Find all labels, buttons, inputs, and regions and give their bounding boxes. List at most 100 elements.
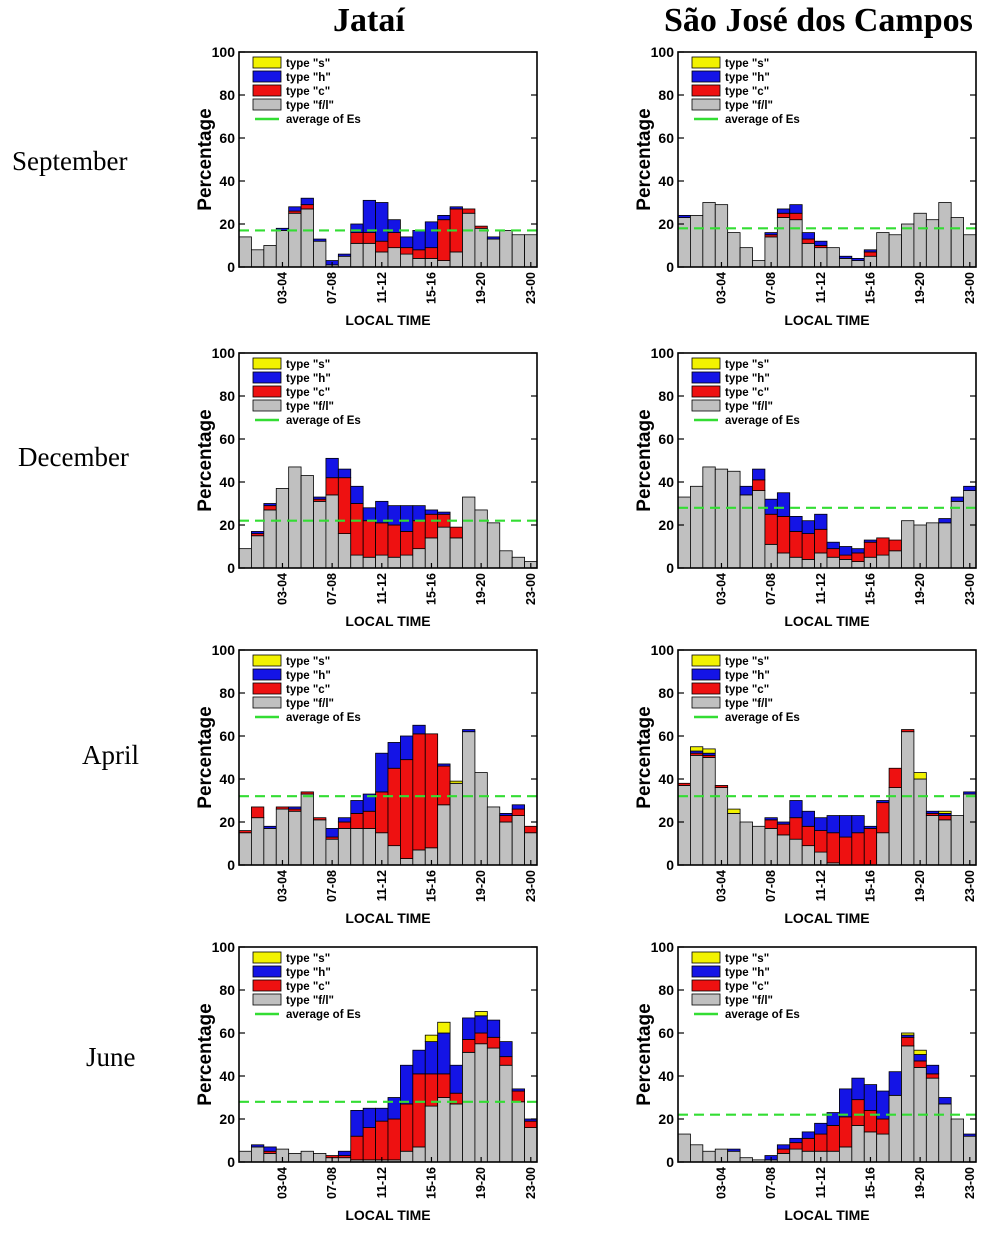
column-title-jatai: Jataí [333, 2, 405, 39]
bar-c-9 [789, 817, 803, 840]
bar-fl-14 [412, 548, 426, 569]
legend-swatch [691, 951, 721, 964]
bar-fl-14 [851, 1125, 865, 1163]
bar-h-14 [412, 505, 426, 522]
bar-h-21 [499, 812, 513, 816]
legend-label: type "c" [286, 387, 330, 399]
bar-c-10 [362, 232, 376, 244]
bar-fl-20 [486, 238, 501, 268]
bar-fl-0 [238, 548, 252, 569]
bar-c-16 [437, 765, 451, 806]
y-tick-label: 20 [658, 1111, 674, 1127]
bar-h-22 [950, 496, 964, 502]
bar-fl-19 [474, 509, 488, 569]
bar-fl-1 [690, 1144, 704, 1163]
bar-fl-4 [727, 470, 741, 569]
bar-c-6 [752, 479, 766, 492]
legend-label: type "h" [725, 967, 770, 979]
legend-swatch [691, 357, 721, 370]
legend: type "s" type "h" type "c" type "f/l" averag… [691, 654, 800, 724]
y-tick-label: 20 [219, 517, 235, 533]
row-label-june: June [86, 1042, 136, 1072]
x-tick-label: 11-12 [814, 272, 828, 303]
bar-fl-0 [238, 236, 252, 268]
bar-fl-18 [901, 520, 915, 569]
bar-h-8 [337, 253, 352, 257]
bar-c-12 [826, 832, 840, 864]
bar-h-18 [462, 729, 476, 733]
bar-c-21 [938, 815, 952, 821]
bar-fl-10 [801, 558, 815, 569]
x-tick-label: 19-20 [913, 272, 927, 304]
bar-c-0 [238, 830, 252, 834]
bar-h-15 [424, 509, 439, 515]
bar-c-16 [876, 537, 890, 556]
legend-swatch [252, 696, 282, 709]
bar-h-12 [826, 541, 840, 550]
bar-c-10 [801, 1137, 815, 1152]
bar-h-13 [400, 1064, 414, 1105]
bar-h-13 [400, 735, 414, 761]
bar-fl-2 [702, 202, 716, 268]
legend-swatch [252, 682, 282, 695]
bar-fl-4 [727, 232, 741, 268]
bar-c-10 [801, 533, 815, 560]
legend-label: type "f/l" [286, 401, 334, 413]
bar-c-21 [499, 815, 513, 823]
bar-fl-22 [950, 217, 964, 268]
bar-fl-3 [275, 808, 290, 866]
y-tick-label: 40 [658, 771, 674, 787]
bar-c-3 [714, 785, 729, 788]
bar-fl-3 [714, 468, 729, 569]
bar-h-13 [839, 255, 853, 259]
legend-swatch [252, 979, 282, 992]
legend-label: average of Es [725, 114, 800, 126]
bar-h-1 [251, 531, 265, 534]
bar-fl-19 [913, 778, 927, 866]
bar-h-9 [789, 515, 803, 532]
chart-jatai-june: 0 20 40 60 80 100 03-04 07-08 11-12 15-16 19-20 23-… [195, 939, 538, 1223]
bar-c-18 [901, 1036, 915, 1047]
legend-swatch [691, 70, 721, 83]
bar-c-14 [412, 1073, 426, 1148]
bar-h-9 [789, 1137, 803, 1144]
bar-fl-3 [275, 230, 290, 268]
bar-fl-0 [238, 832, 252, 866]
bar-c-3 [275, 806, 290, 810]
bar-c-14 [851, 832, 865, 866]
y-tick-label: 100 [651, 345, 675, 361]
x-tick-label: 11-12 [375, 573, 389, 604]
bar-fl-17 [888, 234, 902, 268]
bar-h-11 [375, 1107, 389, 1122]
bar-c-20 [925, 1073, 940, 1079]
bar-c-11 [814, 528, 828, 554]
bar-fl-16 [876, 554, 890, 569]
x-tick-label: 23-00 [963, 870, 977, 902]
bar-c-9 [350, 232, 364, 244]
x-tick-label: 19-20 [474, 272, 488, 304]
bar-fl-20 [925, 1077, 940, 1163]
bar-fl-8 [776, 552, 791, 569]
legend-label: type "h" [286, 72, 331, 84]
bar-h-10 [801, 520, 815, 534]
bar-fl-17 [449, 537, 463, 569]
bar-fl-22 [511, 556, 525, 569]
bar-c-17 [888, 539, 902, 552]
bar-c-12 [826, 548, 840, 558]
bar-fl-18 [901, 223, 915, 268]
bars [677, 1032, 977, 1163]
legend: type "s" type "h" type "c" type "f/l" averag… [252, 951, 361, 1021]
legend: type "s" type "h" type "c" type "f/l" averag… [691, 951, 800, 1021]
bar-c-8 [337, 477, 352, 534]
legend-label: type "c" [286, 684, 330, 696]
plot-frame [238, 946, 538, 1163]
bar-c-14 [412, 733, 426, 851]
y-axis-label: Percentage [195, 706, 216, 808]
bar-fl-1 [690, 485, 704, 569]
x-tick-label: 19-20 [913, 1167, 927, 1199]
legend-swatch [252, 385, 282, 398]
y-axis-label: Percentage [195, 1003, 216, 1105]
bar-h-11 [375, 752, 389, 793]
x-tick-label: 15-16 [863, 870, 877, 902]
bar-fl-1 [690, 214, 704, 268]
